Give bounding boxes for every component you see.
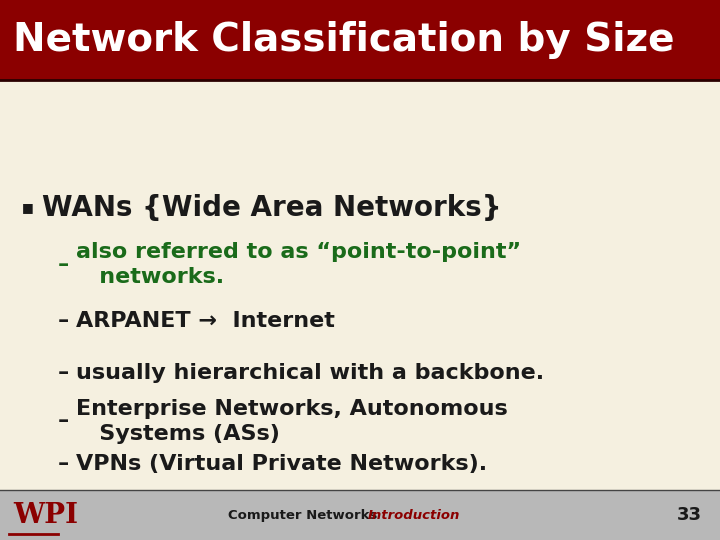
Text: ■: ■ <box>22 201 33 214</box>
Text: –: – <box>58 311 69 332</box>
Text: WPI: WPI <box>13 502 78 529</box>
Text: –: – <box>58 454 69 475</box>
Text: WANs {Wide Area Networks}: WANs {Wide Area Networks} <box>42 194 501 222</box>
Text: Enterprise Networks, Autonomous
   Systems (ASs): Enterprise Networks, Autonomous Systems … <box>76 399 508 443</box>
Text: –: – <box>58 254 69 275</box>
Text: 33: 33 <box>677 506 702 524</box>
Text: Computer Networks: Computer Networks <box>228 509 377 522</box>
Text: usually hierarchical with a backbone.: usually hierarchical with a backbone. <box>76 362 544 383</box>
Text: Network Classification by Size: Network Classification by Size <box>13 21 675 59</box>
Text: –: – <box>58 362 69 383</box>
Text: VPNs (Virtual Private Networks).: VPNs (Virtual Private Networks). <box>76 454 487 475</box>
Text: ARPANET →  Internet: ARPANET → Internet <box>76 311 335 332</box>
Bar <box>0 490 720 540</box>
Bar <box>0 0 720 80</box>
Text: –: – <box>58 411 69 431</box>
Text: also referred to as “point-to-point”
   networks.: also referred to as “point-to-point” net… <box>76 242 521 287</box>
Text: Introduction: Introduction <box>368 509 460 522</box>
